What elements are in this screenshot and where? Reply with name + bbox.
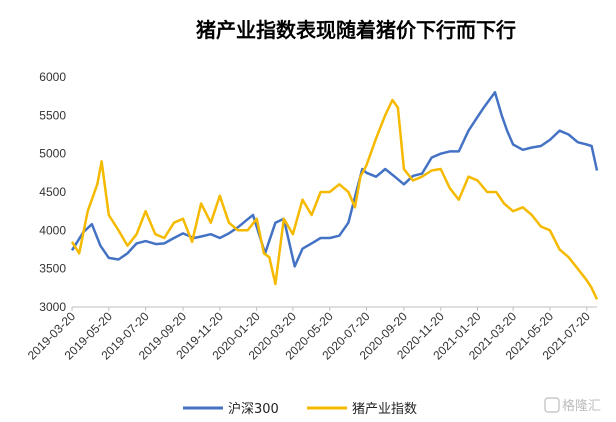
y-tick-label: 5000 [39, 147, 66, 161]
legend: 沪深300 猪产业指数 [183, 401, 417, 417]
y-tick-label: 4000 [39, 223, 66, 237]
y-tick-label: 3000 [39, 300, 66, 314]
y-tick-label: 3500 [39, 262, 66, 276]
watermark-text: 格隆汇 [562, 398, 601, 414]
series-line-hs300 [70, 91, 599, 268]
y-tick-label: 6000 [39, 70, 66, 84]
legend-label-hs300: 沪深300 [228, 401, 279, 417]
y-tick-label: 4500 [39, 185, 66, 199]
watermark-logo-icon [544, 397, 560, 413]
chart-title: 猪产业指数表现随着猪价下行而下行 [196, 18, 516, 42]
series-line-pig-index [70, 98, 599, 300]
y-axis: 3000 3500 4000 4500 5000 5500 6000 [39, 70, 66, 314]
x-axis: 2019-03-202019-05-202019-07-202019-09-20… [25, 307, 593, 363]
watermark: 格隆汇 [544, 397, 601, 414]
y-tick-label: 5500 [39, 108, 66, 122]
legend-label-pig-index: 猪产业指数 [352, 402, 417, 417]
series-layer [70, 91, 599, 300]
